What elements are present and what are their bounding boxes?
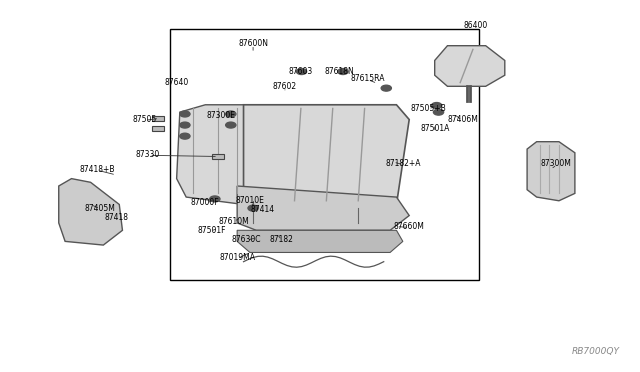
Text: 87501A: 87501A [420, 124, 449, 133]
Text: 87182: 87182 [270, 235, 294, 244]
Text: 87406M: 87406M [448, 115, 479, 124]
Text: 87602: 87602 [273, 82, 297, 91]
Text: 87630C: 87630C [232, 235, 262, 244]
Circle shape [381, 85, 392, 91]
Text: 87610M: 87610M [219, 217, 250, 225]
Text: 87501F: 87501F [197, 226, 226, 235]
Text: 87019MA: 87019MA [219, 253, 255, 263]
Circle shape [431, 103, 442, 109]
Circle shape [180, 122, 190, 128]
Polygon shape [177, 105, 256, 205]
Text: 87330: 87330 [136, 150, 160, 159]
Text: RB7000QY: RB7000QY [572, 347, 620, 356]
Circle shape [338, 68, 348, 74]
Circle shape [210, 196, 220, 202]
Circle shape [226, 122, 236, 128]
Circle shape [296, 68, 307, 74]
Text: 87182+A: 87182+A [385, 159, 420, 169]
Text: 87418: 87418 [104, 213, 128, 222]
Text: 87414: 87414 [251, 205, 275, 215]
Text: 87660M: 87660M [394, 222, 425, 231]
Polygon shape [244, 105, 409, 208]
Circle shape [180, 111, 190, 117]
Polygon shape [237, 230, 403, 253]
Polygon shape [237, 186, 409, 230]
Text: 87603: 87603 [289, 67, 313, 76]
Text: 87405M: 87405M [84, 203, 116, 213]
Text: 87618N: 87618N [324, 67, 354, 76]
Text: 87300M: 87300M [540, 159, 572, 169]
Text: 87000F: 87000F [191, 198, 220, 207]
Bar [152, 126, 164, 131]
Text: 87505+B: 87505+B [410, 104, 446, 113]
Polygon shape [59, 179, 122, 245]
Text: 87010E: 87010E [236, 196, 264, 205]
Text: 87505: 87505 [132, 115, 157, 124]
Text: 87300E: 87300E [207, 111, 236, 121]
Circle shape [433, 109, 444, 115]
Text: 87600N: 87600N [238, 39, 268, 48]
Polygon shape [435, 46, 505, 86]
Circle shape [180, 133, 190, 139]
Text: 87418+B: 87418+B [79, 165, 115, 174]
Circle shape [248, 205, 258, 211]
Circle shape [226, 111, 236, 117]
Text: 87615RA: 87615RA [351, 74, 385, 83]
Bar [170, 29, 479, 280]
Polygon shape [527, 142, 575, 201]
Bar [152, 116, 164, 121]
Bar [212, 154, 224, 159]
Text: 86400: 86400 [464, 21, 488, 30]
Text: 87640: 87640 [164, 78, 189, 87]
